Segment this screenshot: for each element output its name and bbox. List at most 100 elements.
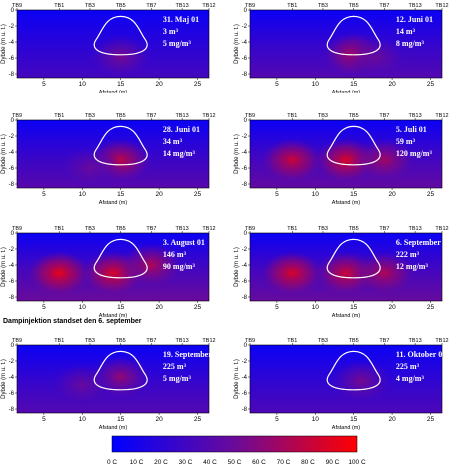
x-tick-label: 5 xyxy=(275,304,279,311)
y-tick-label: -2 xyxy=(9,134,15,140)
well-label: TB5 xyxy=(116,3,126,9)
well-label: TB13 xyxy=(409,113,422,119)
y-tick-label: -6 xyxy=(242,56,248,62)
volume-label: 14 m³ xyxy=(396,27,416,36)
well-label: TB9 xyxy=(245,226,255,232)
well-label: TB1 xyxy=(54,3,64,9)
y-tick-label: -4 xyxy=(242,40,248,46)
well-label: TB5 xyxy=(349,113,359,119)
date-label: 28. Juni 01 xyxy=(163,125,200,134)
heatmap-panel: TB9 TB1 TB3 TB5 TB7 TB13 TB12 5 10 15 20 25 0 -2 -4 -6 -… xyxy=(234,199,456,329)
x-tick-label: 5 xyxy=(275,191,279,198)
date-label: 6. September 01 xyxy=(396,238,451,247)
well-label: TB1 xyxy=(287,338,297,344)
injection-zone-outline xyxy=(326,238,381,279)
x-tick-label: 15 xyxy=(350,304,358,311)
x-tick-label: 25 xyxy=(427,416,435,423)
well-label: TB9 xyxy=(245,338,255,344)
y-axis-label: Dybde (m u. t.) xyxy=(1,24,7,64)
hotspot xyxy=(261,138,323,182)
x-tick-label: 15 xyxy=(117,304,125,311)
well-label: TB9 xyxy=(12,226,22,232)
x-tick-label: 20 xyxy=(388,81,396,88)
date-label: 5. Juli 01 xyxy=(396,125,427,134)
well-label: TB1 xyxy=(287,226,297,232)
well-label: TB9 xyxy=(12,338,22,344)
x-tick-label: 10 xyxy=(79,191,87,198)
plot-frame xyxy=(16,119,210,189)
y-axis-label: Dybde (m u. t.) xyxy=(1,359,7,399)
well-label: TB1 xyxy=(54,113,64,119)
y-tick-label: -4 xyxy=(9,375,15,381)
well-label: TB9 xyxy=(12,3,22,9)
y-tick-label: -4 xyxy=(242,263,248,269)
well-label: TB3 xyxy=(318,338,328,344)
x-axis-label: Afstand (m) xyxy=(332,425,361,431)
injection-zone-outline xyxy=(93,238,148,279)
y-axis-label: Dybde (m u. t.) xyxy=(234,24,240,64)
x-tick-label: 20 xyxy=(155,191,163,198)
well-label: TB12 xyxy=(202,338,215,344)
x-tick-label: 5 xyxy=(42,304,46,311)
plot-frame xyxy=(249,232,443,302)
well-label: TB7 xyxy=(379,3,389,9)
y-tick-label: -4 xyxy=(242,375,248,381)
x-tick-label: 5 xyxy=(275,81,279,88)
x-axis-label: Afstand (m) xyxy=(332,200,361,206)
plot-frame xyxy=(16,9,210,79)
y-tick-label: -8 xyxy=(242,295,248,301)
x-tick-label: 15 xyxy=(117,81,125,88)
y-axis-label: Dybde (m u. t.) xyxy=(234,247,240,287)
well-label: TB13 xyxy=(409,338,422,344)
well-label: TB13 xyxy=(176,3,189,9)
y-tick-label: 0 xyxy=(11,8,15,14)
y-axis-label: Dybde (m u. t.) xyxy=(1,247,7,287)
well-label: TB3 xyxy=(85,338,95,344)
x-tick-label: 25 xyxy=(427,304,435,311)
x-tick-label: 25 xyxy=(194,191,202,198)
injection-zone-outline xyxy=(326,350,381,391)
y-tick-label: -6 xyxy=(9,166,15,172)
well-label: TB5 xyxy=(116,338,126,344)
colorbar-label: 60 C xyxy=(252,459,266,466)
injection-zone-outline xyxy=(93,350,148,391)
well-label: TB1 xyxy=(287,113,297,119)
y-tick-label: -2 xyxy=(242,359,248,365)
x-tick-label: 25 xyxy=(427,191,435,198)
well-label: TB7 xyxy=(146,338,156,344)
well-label: TB7 xyxy=(379,226,389,232)
heatmap-panel: TB9 TB1 TB3 TB5 TB7 TB13 TB12 5 10 15 20 25 0 -2 -4 -6 -… xyxy=(1,86,223,216)
hotspot xyxy=(353,251,416,295)
x-tick-label: 25 xyxy=(194,304,202,311)
concentration-label: 12 mg/m³ xyxy=(396,262,429,271)
y-axis-label: Dybde (m u. t.) xyxy=(1,134,7,174)
plot-frame xyxy=(249,119,443,189)
colorbar-label: 30 C xyxy=(179,459,193,466)
injection-note: Dampinjektion standset den 6. september xyxy=(3,318,142,325)
y-tick-label: -8 xyxy=(9,295,15,301)
hotspot xyxy=(353,138,416,182)
well-label: TB5 xyxy=(349,338,359,344)
colorbar-label: 10 C xyxy=(130,459,144,466)
well-label: TB5 xyxy=(116,113,126,119)
colorbar-label: 50 C xyxy=(228,459,242,466)
well-label: TB1 xyxy=(54,338,64,344)
well-label: TB12 xyxy=(435,338,448,344)
heatmap-panel: TB9 TB1 TB3 TB5 TB7 TB13 TB12 5 10 15 20 25 0 -2 -4 -6 -… xyxy=(234,0,456,106)
x-tick-label: 15 xyxy=(350,416,358,423)
volume-label: 225 m³ xyxy=(396,362,420,371)
well-label: TB13 xyxy=(409,3,422,9)
well-label: TB12 xyxy=(202,3,215,9)
heatmap-panel: TB9 TB1 TB3 TB5 TB7 TB13 TB12 5 10 15 20 25 0 -2 -4 -6 -… xyxy=(234,86,456,216)
y-tick-label: -8 xyxy=(242,407,248,413)
x-tick-label: 20 xyxy=(155,81,163,88)
y-tick-label: -2 xyxy=(242,24,248,30)
y-tick-label: 0 xyxy=(11,118,15,124)
x-tick-label: 10 xyxy=(79,304,87,311)
hotspot xyxy=(346,36,408,80)
well-label: TB3 xyxy=(85,3,95,9)
x-tick-label: 10 xyxy=(312,191,320,198)
concentration-label: 5 mg/m³ xyxy=(163,39,192,48)
concentration-label: 14 mg/m³ xyxy=(163,149,196,158)
